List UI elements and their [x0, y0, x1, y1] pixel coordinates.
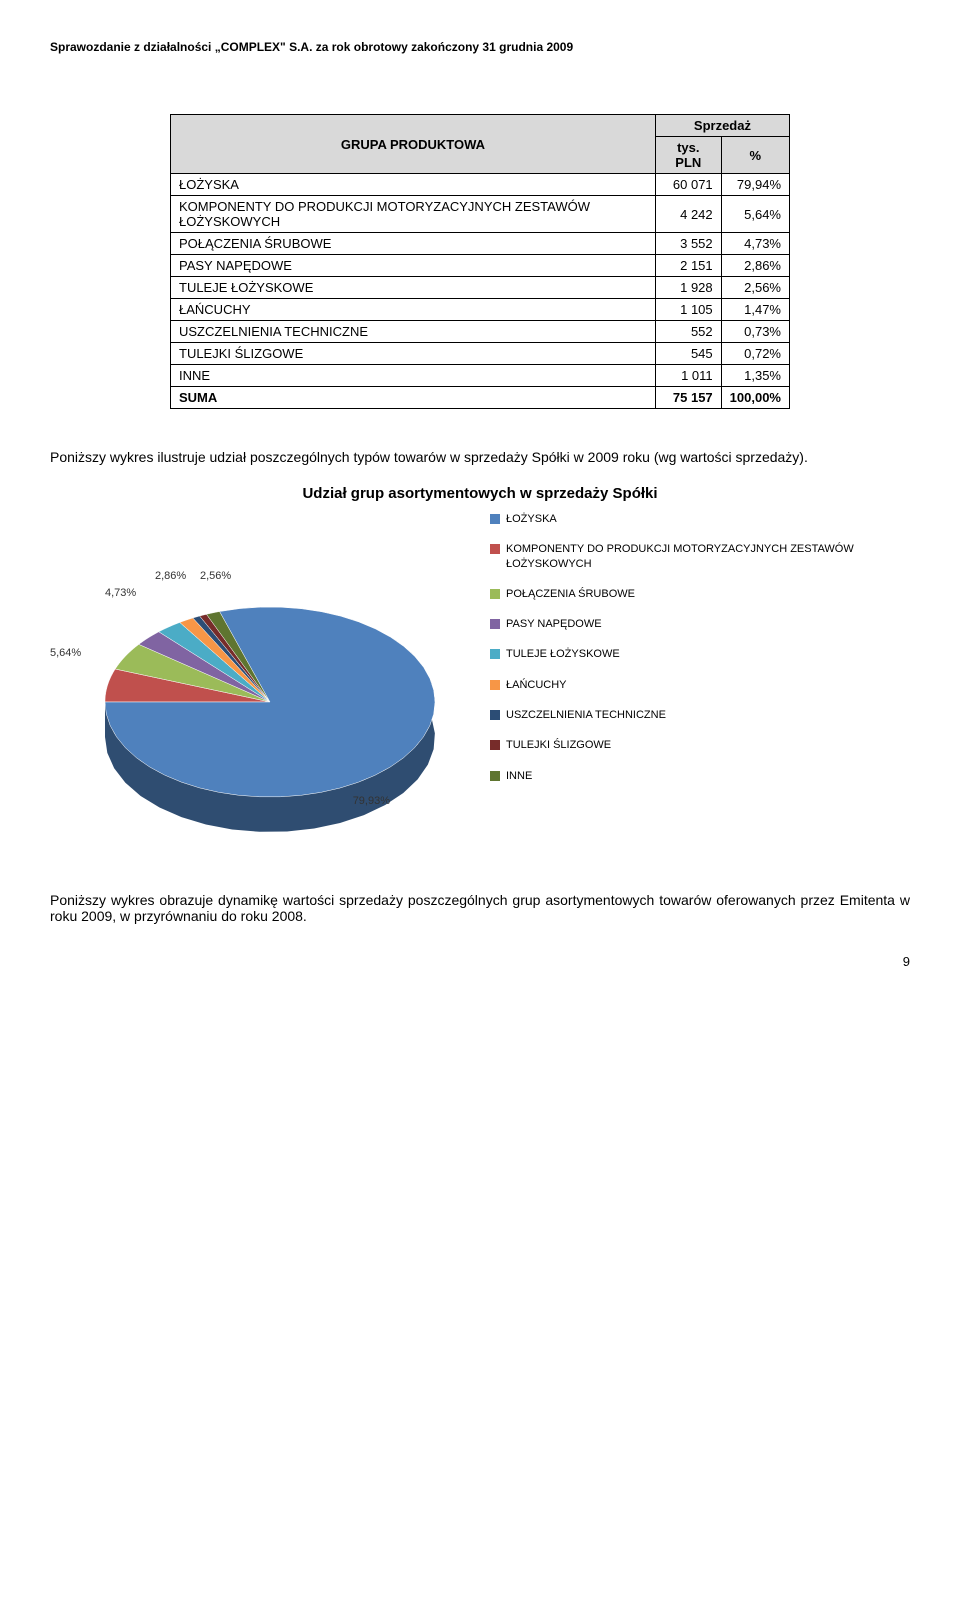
table-row: INNE1 0111,35% [171, 365, 790, 387]
legend-label: ŁOŻYSKA [506, 512, 557, 526]
table-cell-pct: 79,94% [721, 174, 789, 196]
table-cell-label: ŁOŻYSKA [171, 174, 656, 196]
pie-label-473: 4,73% [105, 587, 136, 599]
legend-label: INNE [506, 769, 532, 783]
table-cell-pct: 1,35% [721, 365, 789, 387]
table-sum-pln: 75 157 [655, 387, 721, 409]
table-sum-pct: 100,00% [721, 387, 789, 409]
table-row: ŁAŃCUCHY1 1051,47% [171, 299, 790, 321]
table-sales-header: Sprzedaż [655, 115, 789, 137]
legend-swatch [490, 710, 500, 720]
table-col-pln: tys. PLN [655, 137, 721, 174]
table-cell-pln: 1 011 [655, 365, 721, 387]
table-cell-label: USZCZELNIENIA TECHNICZNE [171, 321, 656, 343]
table-cell-pln: 60 071 [655, 174, 721, 196]
legend-label: KOMPONENTY DO PRODUKCJI MOTORYZACYJNYCH … [506, 542, 910, 571]
table-row: TULEJE ŁOŻYSKOWE1 9282,56% [171, 277, 790, 299]
paragraph-1: Poniższy wykres ilustruje udział poszcze… [50, 449, 910, 465]
table-row: USZCZELNIENIA TECHNICZNE5520,73% [171, 321, 790, 343]
page-number: 9 [50, 954, 910, 969]
pie-label-286: 2,86% [155, 570, 186, 582]
table-row: POŁĄCZENIA ŚRUBOWE3 5524,73% [171, 233, 790, 255]
legend-label: TULEJE ŁOŻYSKOWE [506, 647, 620, 661]
legend-item: KOMPONENTY DO PRODUKCJI MOTORYZACYJNYCH … [490, 542, 910, 571]
table-cell-pln: 552 [655, 321, 721, 343]
table-cell-pct: 0,73% [721, 321, 789, 343]
pie-chart: 5,64% 4,73% 2,86% 2,56% 79,93% [50, 512, 470, 852]
table-group-header: GRUPA PRODUKTOWA [171, 115, 656, 174]
paragraph-2: Poniższy wykres obrazuje dynamikę wartoś… [50, 892, 910, 924]
table-cell-pct: 2,56% [721, 277, 789, 299]
table-row: ŁOŻYSKA60 07179,94% [171, 174, 790, 196]
legend-item: USZCZELNIENIA TECHNICZNE [490, 708, 910, 722]
legend-swatch [490, 649, 500, 659]
legend-item: INNE [490, 769, 910, 783]
chart-title: Udział grup asortymentowych w sprzedaży … [50, 485, 910, 502]
legend-label: ŁAŃCUCHY [506, 678, 567, 692]
legend-label: PASY NAPĘDOWE [506, 617, 602, 631]
table-cell-label: INNE [171, 365, 656, 387]
table-cell-pln: 2 151 [655, 255, 721, 277]
legend-swatch [490, 771, 500, 781]
legend-item: POŁĄCZENIA ŚRUBOWE [490, 587, 910, 601]
table-row: PASY NAPĘDOWE2 1512,86% [171, 255, 790, 277]
table-cell-label: PASY NAPĘDOWE [171, 255, 656, 277]
table-col-pct: % [721, 137, 789, 174]
legend-label: TULEJKI ŚLIZGOWE [506, 738, 611, 752]
legend-swatch [490, 589, 500, 599]
legend-item: TULEJKI ŚLIZGOWE [490, 738, 910, 752]
legend-swatch [490, 740, 500, 750]
table-cell-pln: 1 928 [655, 277, 721, 299]
legend-swatch [490, 680, 500, 690]
pie-label-256: 2,56% [200, 570, 231, 582]
legend-label: USZCZELNIENIA TECHNICZNE [506, 708, 666, 722]
table-cell-pct: 4,73% [721, 233, 789, 255]
legend-label: POŁĄCZENIA ŚRUBOWE [506, 587, 635, 601]
legend-item: TULEJE ŁOŻYSKOWE [490, 647, 910, 661]
table-cell-pln: 545 [655, 343, 721, 365]
pie-label-564: 5,64% [50, 647, 81, 659]
table-cell-label: POŁĄCZENIA ŚRUBOWE [171, 233, 656, 255]
document-header: Sprawozdanie z działalności „COMPLEX" S.… [50, 40, 910, 54]
table-sum-label: SUMA [171, 387, 656, 409]
legend-swatch [490, 619, 500, 629]
table-cell-label: TULEJKI ŚLIZGOWE [171, 343, 656, 365]
product-group-table: GRUPA PRODUKTOWA Sprzedaż tys. PLN % ŁOŻ… [170, 114, 790, 409]
legend-item: PASY NAPĘDOWE [490, 617, 910, 631]
table-row: KOMPONENTY DO PRODUKCJI MOTORYZACYJNYCH … [171, 196, 790, 233]
table-row: TULEJKI ŚLIZGOWE5450,72% [171, 343, 790, 365]
table-cell-pln: 4 242 [655, 196, 721, 233]
legend-item: ŁOŻYSKA [490, 512, 910, 526]
table-cell-label: ŁAŃCUCHY [171, 299, 656, 321]
table-cell-pct: 2,86% [721, 255, 789, 277]
table-cell-pct: 1,47% [721, 299, 789, 321]
table-cell-pln: 1 105 [655, 299, 721, 321]
table-cell-label: TULEJE ŁOŻYSKOWE [171, 277, 656, 299]
table-cell-label: KOMPONENTY DO PRODUKCJI MOTORYZACYJNYCH … [171, 196, 656, 233]
table-cell-pln: 3 552 [655, 233, 721, 255]
chart-legend: ŁOŻYSKA KOMPONENTY DO PRODUKCJI MOTORYZAC… [490, 512, 910, 799]
legend-swatch [490, 514, 500, 524]
legend-item: ŁAŃCUCHY [490, 678, 910, 692]
pie-chart-area: 5,64% 4,73% 2,86% 2,56% 79,93% ŁOŻYSKA KO… [50, 512, 910, 852]
table-cell-pct: 0,72% [721, 343, 789, 365]
legend-swatch [490, 544, 500, 554]
pie-label-7993: 79,93% [353, 795, 390, 807]
table-cell-pct: 5,64% [721, 196, 789, 233]
